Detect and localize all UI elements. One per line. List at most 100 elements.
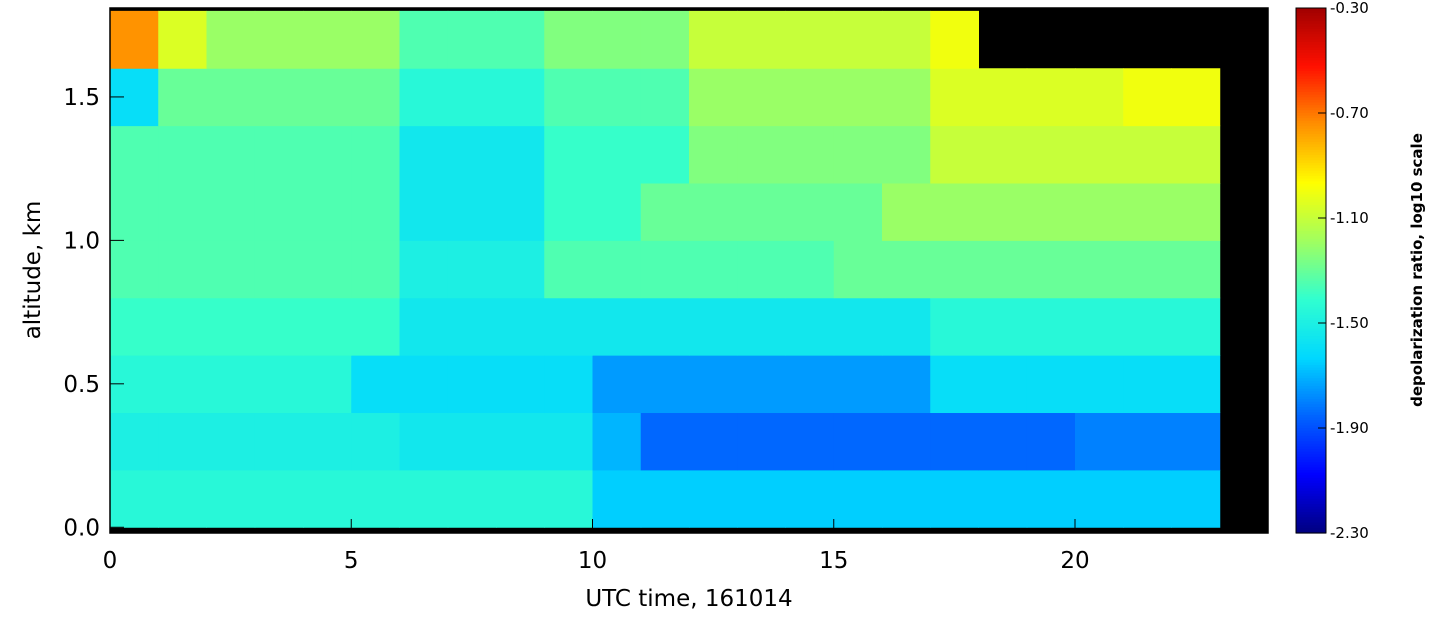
heat-cell <box>833 183 883 241</box>
colorbar-step <box>1296 386 1326 390</box>
colorbar-step <box>1296 323 1326 327</box>
colorbar-step <box>1296 333 1326 337</box>
heat-cell <box>399 240 449 299</box>
colorbar-step <box>1296 456 1326 461</box>
colorbar-step <box>1296 391 1326 395</box>
heat-cell <box>592 125 642 184</box>
heat-cell <box>978 355 1028 414</box>
heat-cell <box>882 297 931 356</box>
colorbar-step <box>1296 286 1326 290</box>
heat-cell <box>882 125 931 184</box>
heat-cell <box>592 183 642 241</box>
colorbar-step <box>1296 349 1326 353</box>
heat-cell <box>1075 240 1124 299</box>
heat-cell <box>1171 183 1221 241</box>
colorbar-step <box>1296 244 1326 248</box>
heat-cell <box>592 10 642 69</box>
colorbar-step <box>1296 283 1326 287</box>
heat-cell <box>978 469 1028 528</box>
heat-cell <box>447 183 497 241</box>
heat-cell <box>930 125 979 184</box>
heat-cell <box>737 355 786 414</box>
heat-cell <box>351 355 400 414</box>
heat-cell <box>1026 412 1076 471</box>
colorbar-step <box>1296 404 1326 408</box>
heat-cell <box>303 183 352 241</box>
heat-cell <box>833 240 883 299</box>
colorbar-step <box>1296 291 1326 295</box>
heat-cell <box>1171 297 1221 356</box>
colorbar-step <box>1296 525 1326 529</box>
colorbar-step <box>1296 212 1326 216</box>
colorbar-step <box>1296 288 1326 293</box>
colorbar-step <box>1296 144 1326 148</box>
colorbar-step <box>1296 18 1326 22</box>
heat-cell <box>882 10 931 69</box>
heat-cell <box>110 412 159 471</box>
heat-cell <box>447 125 497 184</box>
heat-cell <box>399 125 449 184</box>
colorbar-step <box>1296 128 1326 132</box>
colorbar-step <box>1296 412 1326 416</box>
heat-cell <box>447 10 497 69</box>
heat-cell <box>930 68 979 127</box>
heat-cell <box>785 240 835 299</box>
heat-cell <box>1026 355 1076 414</box>
colorbar-step <box>1296 134 1326 138</box>
colorbar-step <box>1296 267 1326 272</box>
heat-cell <box>544 125 593 184</box>
colorbar-step <box>1296 189 1326 193</box>
colorbar-step <box>1296 176 1326 180</box>
colorbar-step <box>1296 78 1326 83</box>
heat-cell <box>496 125 545 184</box>
colorbar-step <box>1296 60 1326 64</box>
heat-cell <box>496 10 545 69</box>
colorbar-step <box>1296 97 1326 101</box>
colorbar-step <box>1296 304 1326 308</box>
colorbar-step <box>1296 378 1326 382</box>
heat-cell <box>785 469 835 528</box>
colorbar-step <box>1296 186 1326 190</box>
colorbar-step <box>1296 136 1326 140</box>
heat-cell <box>351 125 400 184</box>
heat-cell <box>1171 125 1221 184</box>
heat-cell <box>399 355 449 414</box>
heat-cell <box>882 68 931 127</box>
heat-cell <box>592 469 642 528</box>
heat-cell <box>399 10 449 69</box>
heat-cell <box>1171 355 1221 414</box>
heat-cell <box>303 412 352 471</box>
heat-cell <box>1171 412 1221 471</box>
colorbar-step <box>1296 123 1326 127</box>
heat-cell <box>1075 412 1124 471</box>
colorbar-step <box>1296 467 1326 471</box>
colorbar-step <box>1296 328 1326 332</box>
colorbar-step <box>1296 26 1326 30</box>
y-tick-label: 1.0 <box>63 228 100 254</box>
colorbar-step <box>1296 399 1326 403</box>
colorbar-step <box>1296 472 1326 476</box>
heat-cell <box>640 68 690 127</box>
heat-cell <box>978 125 1028 184</box>
colorbar-step <box>1296 113 1326 117</box>
heat-cell <box>978 68 1028 127</box>
colorbar-step <box>1296 417 1326 421</box>
colorbar-step <box>1296 220 1326 224</box>
heat-cell <box>833 10 883 69</box>
colorbar-step <box>1296 141 1326 146</box>
colorbar-step <box>1296 414 1326 419</box>
colorbar-step <box>1296 470 1326 474</box>
colorbar-step <box>1296 110 1326 114</box>
heat-cell <box>1075 355 1124 414</box>
colorbar-step <box>1296 309 1326 314</box>
heat-cell <box>496 412 545 471</box>
heat-cell <box>303 240 352 299</box>
colorbar-step <box>1296 223 1326 227</box>
colorbar-step <box>1296 29 1326 33</box>
heat-cell <box>544 240 593 299</box>
colorbar-step <box>1296 107 1326 111</box>
colorbar-step <box>1296 409 1326 413</box>
heat-cell <box>351 10 400 69</box>
colorbar-step <box>1296 170 1326 174</box>
